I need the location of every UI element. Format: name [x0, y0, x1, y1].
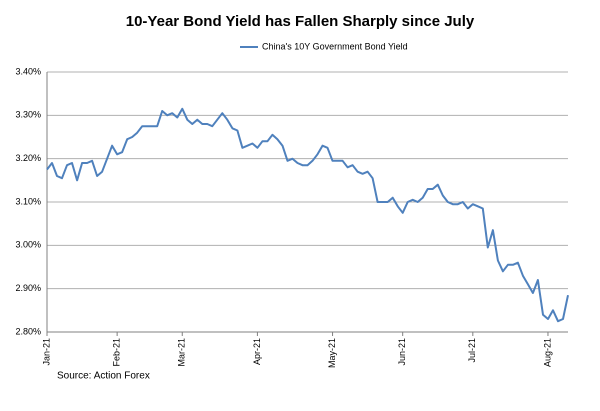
y-tick-label: 3.10%: [15, 196, 41, 206]
y-tick-label: 3.30%: [15, 110, 41, 120]
y-tick-label: 3.00%: [15, 240, 41, 250]
source: Source: Action Forex: [57, 371, 150, 382]
x-tick-label: May-21: [327, 338, 337, 368]
x-tick-label: Jan-21: [41, 338, 51, 366]
x-tick-label: Jun-21: [397, 338, 407, 366]
y-tick-label: 2.80%: [15, 326, 41, 336]
legend-label: China's 10Y Government Bond Yield: [262, 41, 408, 51]
x-tick-label: Apr-21: [252, 338, 262, 365]
x-tick-label: Feb-21: [112, 338, 122, 367]
x-tick-label: Jul-21: [467, 338, 477, 363]
x-tick-label: Mar-21: [177, 338, 187, 367]
y-tick-label: 3.40%: [15, 66, 41, 76]
y-tick-label: 2.90%: [15, 283, 41, 293]
line-series: [46, 107, 569, 323]
chart-title: 10-Year Bond Yield has Fallen Sharply si…: [126, 13, 475, 30]
y-tick-label: 3.20%: [15, 153, 41, 163]
x-tick-label: Aug-21: [542, 338, 552, 367]
